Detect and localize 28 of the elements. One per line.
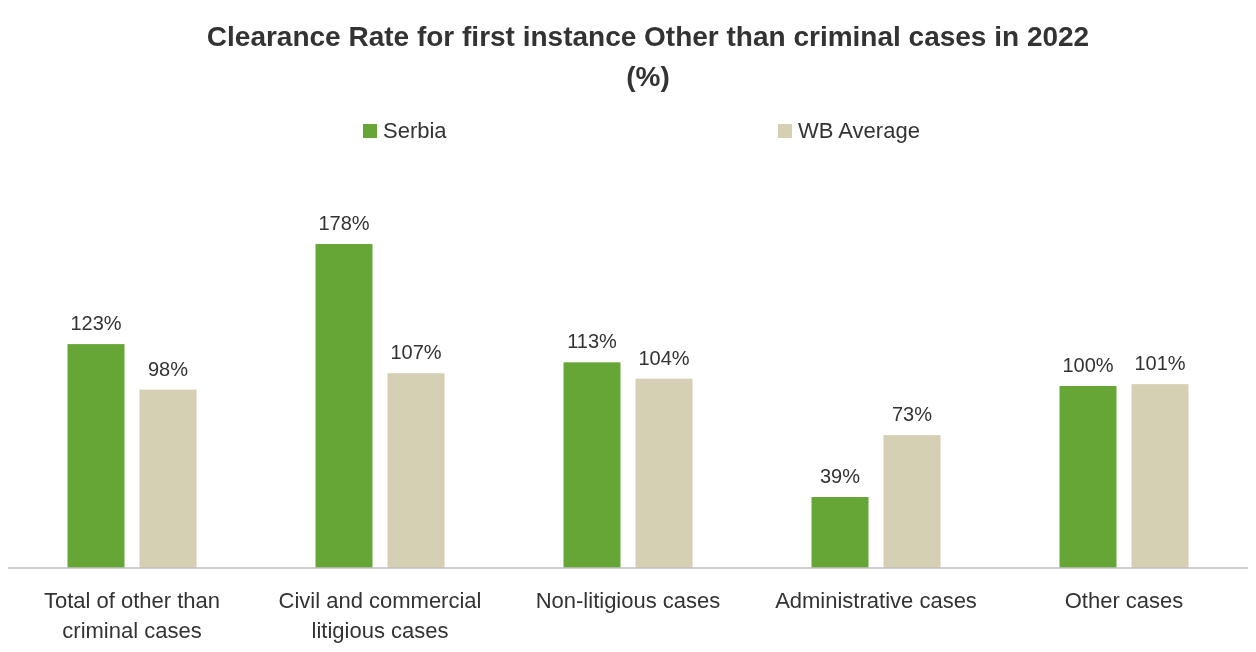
data-label: 101% bbox=[1134, 352, 1186, 375]
legend-label: WB Average bbox=[798, 118, 920, 143]
data-label: 73% bbox=[891, 403, 933, 426]
bar bbox=[1059, 385, 1117, 568]
data-label: 104% bbox=[638, 346, 690, 369]
data-label: 123% bbox=[70, 312, 122, 335]
bar bbox=[635, 378, 693, 568]
bar bbox=[67, 344, 125, 568]
bar bbox=[387, 373, 445, 568]
bar bbox=[811, 497, 869, 568]
x-tick-label: Civil and commercial litigious cases bbox=[278, 588, 482, 643]
bar bbox=[1131, 384, 1189, 568]
x-tick-label: Other cases bbox=[1064, 588, 1184, 613]
bar bbox=[563, 362, 621, 568]
data-label: 178% bbox=[318, 212, 370, 234]
x-tick-label: Total of other than criminal cases bbox=[43, 588, 221, 643]
bar bbox=[139, 389, 197, 568]
x-tick-label: Non-litigious cases bbox=[535, 588, 721, 613]
bar bbox=[883, 435, 941, 568]
bar bbox=[315, 244, 373, 568]
data-label: 113% bbox=[567, 330, 618, 353]
chart-title: Clearance Rate for first instance Other than criminal cases in 2022 (%) bbox=[206, 21, 1090, 92]
data-label: 100% bbox=[1062, 353, 1114, 376]
x-tick-label: Administrative cases bbox=[775, 588, 977, 613]
data-label: 98% bbox=[147, 357, 189, 380]
data-label: 107% bbox=[390, 341, 442, 364]
legend-label: Serbia bbox=[383, 118, 448, 143]
data-label: 39% bbox=[819, 465, 861, 488]
